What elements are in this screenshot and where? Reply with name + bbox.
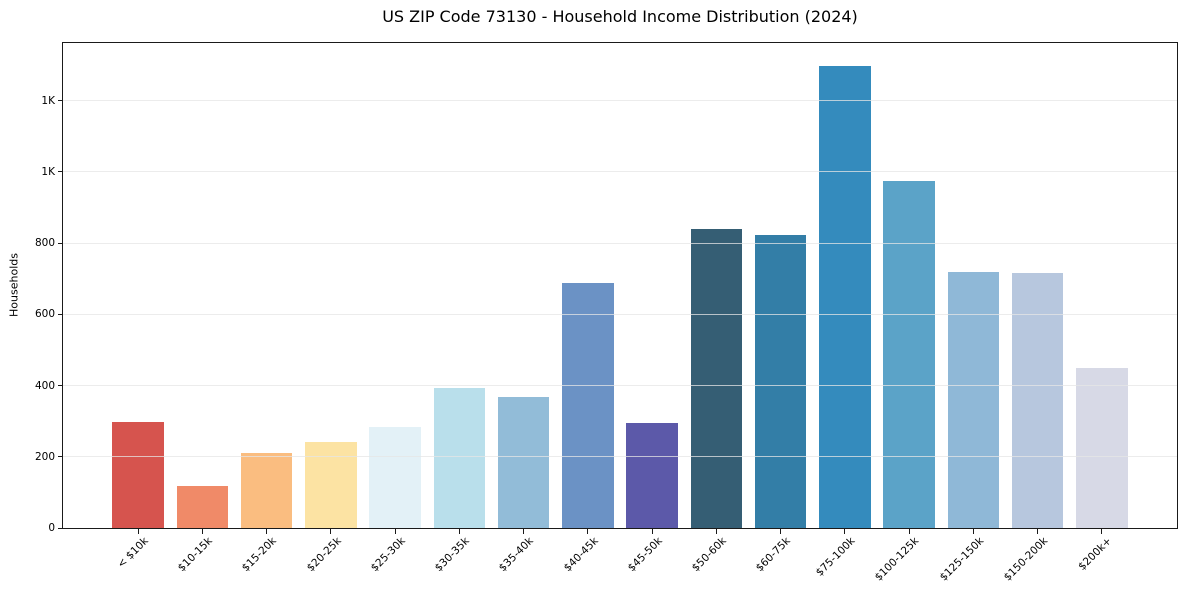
- x-tick-mark: [458, 529, 460, 534]
- y-tick-mark: [58, 527, 62, 529]
- y-tick-label: 1K: [41, 94, 55, 107]
- x-tick-label: $75-100k: [813, 535, 858, 579]
- y-tick-mark: [58, 242, 62, 244]
- x-tick-label: $25-30k: [368, 535, 408, 575]
- bar-$15-20k: [240, 452, 293, 528]
- y-tick-label: 400: [34, 379, 55, 392]
- gridline: [63, 385, 1177, 387]
- x-tick-mark: [844, 529, 846, 534]
- x-tick-mark: [780, 529, 782, 534]
- y-tick-mark: [58, 100, 62, 102]
- bar-$200k+: [1076, 368, 1128, 528]
- y-tick-label: 0: [48, 522, 55, 534]
- x-tick-label: $30-35k: [432, 535, 472, 575]
- gridline: [63, 100, 1177, 102]
- x-tick-mark: [587, 529, 589, 534]
- bar-$100-125k: [883, 181, 935, 528]
- gridline: [63, 313, 1177, 315]
- bar-< $10k: [112, 421, 164, 528]
- x-tick-label: $15-20k: [240, 535, 280, 575]
- x-tick-mark: [523, 529, 525, 534]
- x-tick-mark: [1101, 529, 1103, 534]
- chart-title: US ZIP Code 73130 - Household Income Dis…: [382, 7, 858, 26]
- bar-$50-60k: [690, 229, 743, 528]
- x-tick-mark: [394, 529, 396, 534]
- bar-$20-25k: [305, 441, 357, 528]
- y-tick-mark: [58, 313, 62, 315]
- gridline: [63, 242, 1177, 244]
- bar-$35-40k: [497, 396, 550, 528]
- x-tick-label: $20-25k: [304, 535, 344, 575]
- plot-area: 0 200 400 600 800 1K 1K < $10k $10-15k $15-20k $20…: [35, 42, 1178, 584]
- x-tick-mark: [651, 529, 653, 534]
- x-tick-mark: [972, 529, 974, 534]
- bar-$40-45k: [562, 283, 614, 528]
- x-tick-label: $10-15k: [175, 535, 215, 575]
- bar-$60-75k: [754, 235, 807, 528]
- bar-$75-100k: [819, 66, 871, 528]
- y-tick-mark: [58, 456, 62, 458]
- x-tick-label: $125-150k: [937, 535, 986, 584]
- x-tick-mark: [908, 529, 910, 534]
- gridline: [63, 456, 1177, 458]
- y-tick-label: 200: [34, 450, 55, 463]
- x-tick-label: $40-45k: [561, 535, 601, 575]
- x-tick-label: $150-200k: [1001, 535, 1051, 584]
- bar-$30-35k: [433, 387, 486, 528]
- bar-$45-50k: [626, 422, 678, 528]
- x-tick-mark: [330, 529, 332, 534]
- bar-$150-200k: [1011, 272, 1064, 528]
- y-tick-label: 600: [34, 308, 55, 321]
- bar-$125-150k: [947, 271, 1000, 528]
- y-tick-label: 1K: [41, 165, 55, 178]
- x-tick-mark: [137, 529, 139, 534]
- bar-$25-30k: [369, 426, 421, 528]
- bar-$10-15k: [176, 485, 229, 528]
- x-tick-mark: [201, 529, 203, 534]
- y-tick-label: 800: [34, 237, 55, 250]
- y-axis-label: Households: [7, 253, 21, 317]
- x-tick-label: $35-40k: [497, 535, 537, 575]
- x-tick-mark: [715, 529, 717, 534]
- x-tick-label: $50-60k: [689, 535, 729, 575]
- x-tick-label: $200k+: [1076, 535, 1115, 573]
- x-tick-mark: [1037, 529, 1039, 534]
- x-tick-label: < $10k: [115, 535, 151, 571]
- x-tick-mark: [266, 529, 268, 534]
- x-tick-label: $100-125k: [873, 535, 922, 584]
- x-tick-label: $60-75k: [754, 535, 794, 575]
- y-tick-mark: [58, 171, 62, 173]
- gridline: [63, 171, 1177, 173]
- x-tick-label: $45-50k: [625, 535, 665, 575]
- y-tick-mark: [58, 385, 62, 387]
